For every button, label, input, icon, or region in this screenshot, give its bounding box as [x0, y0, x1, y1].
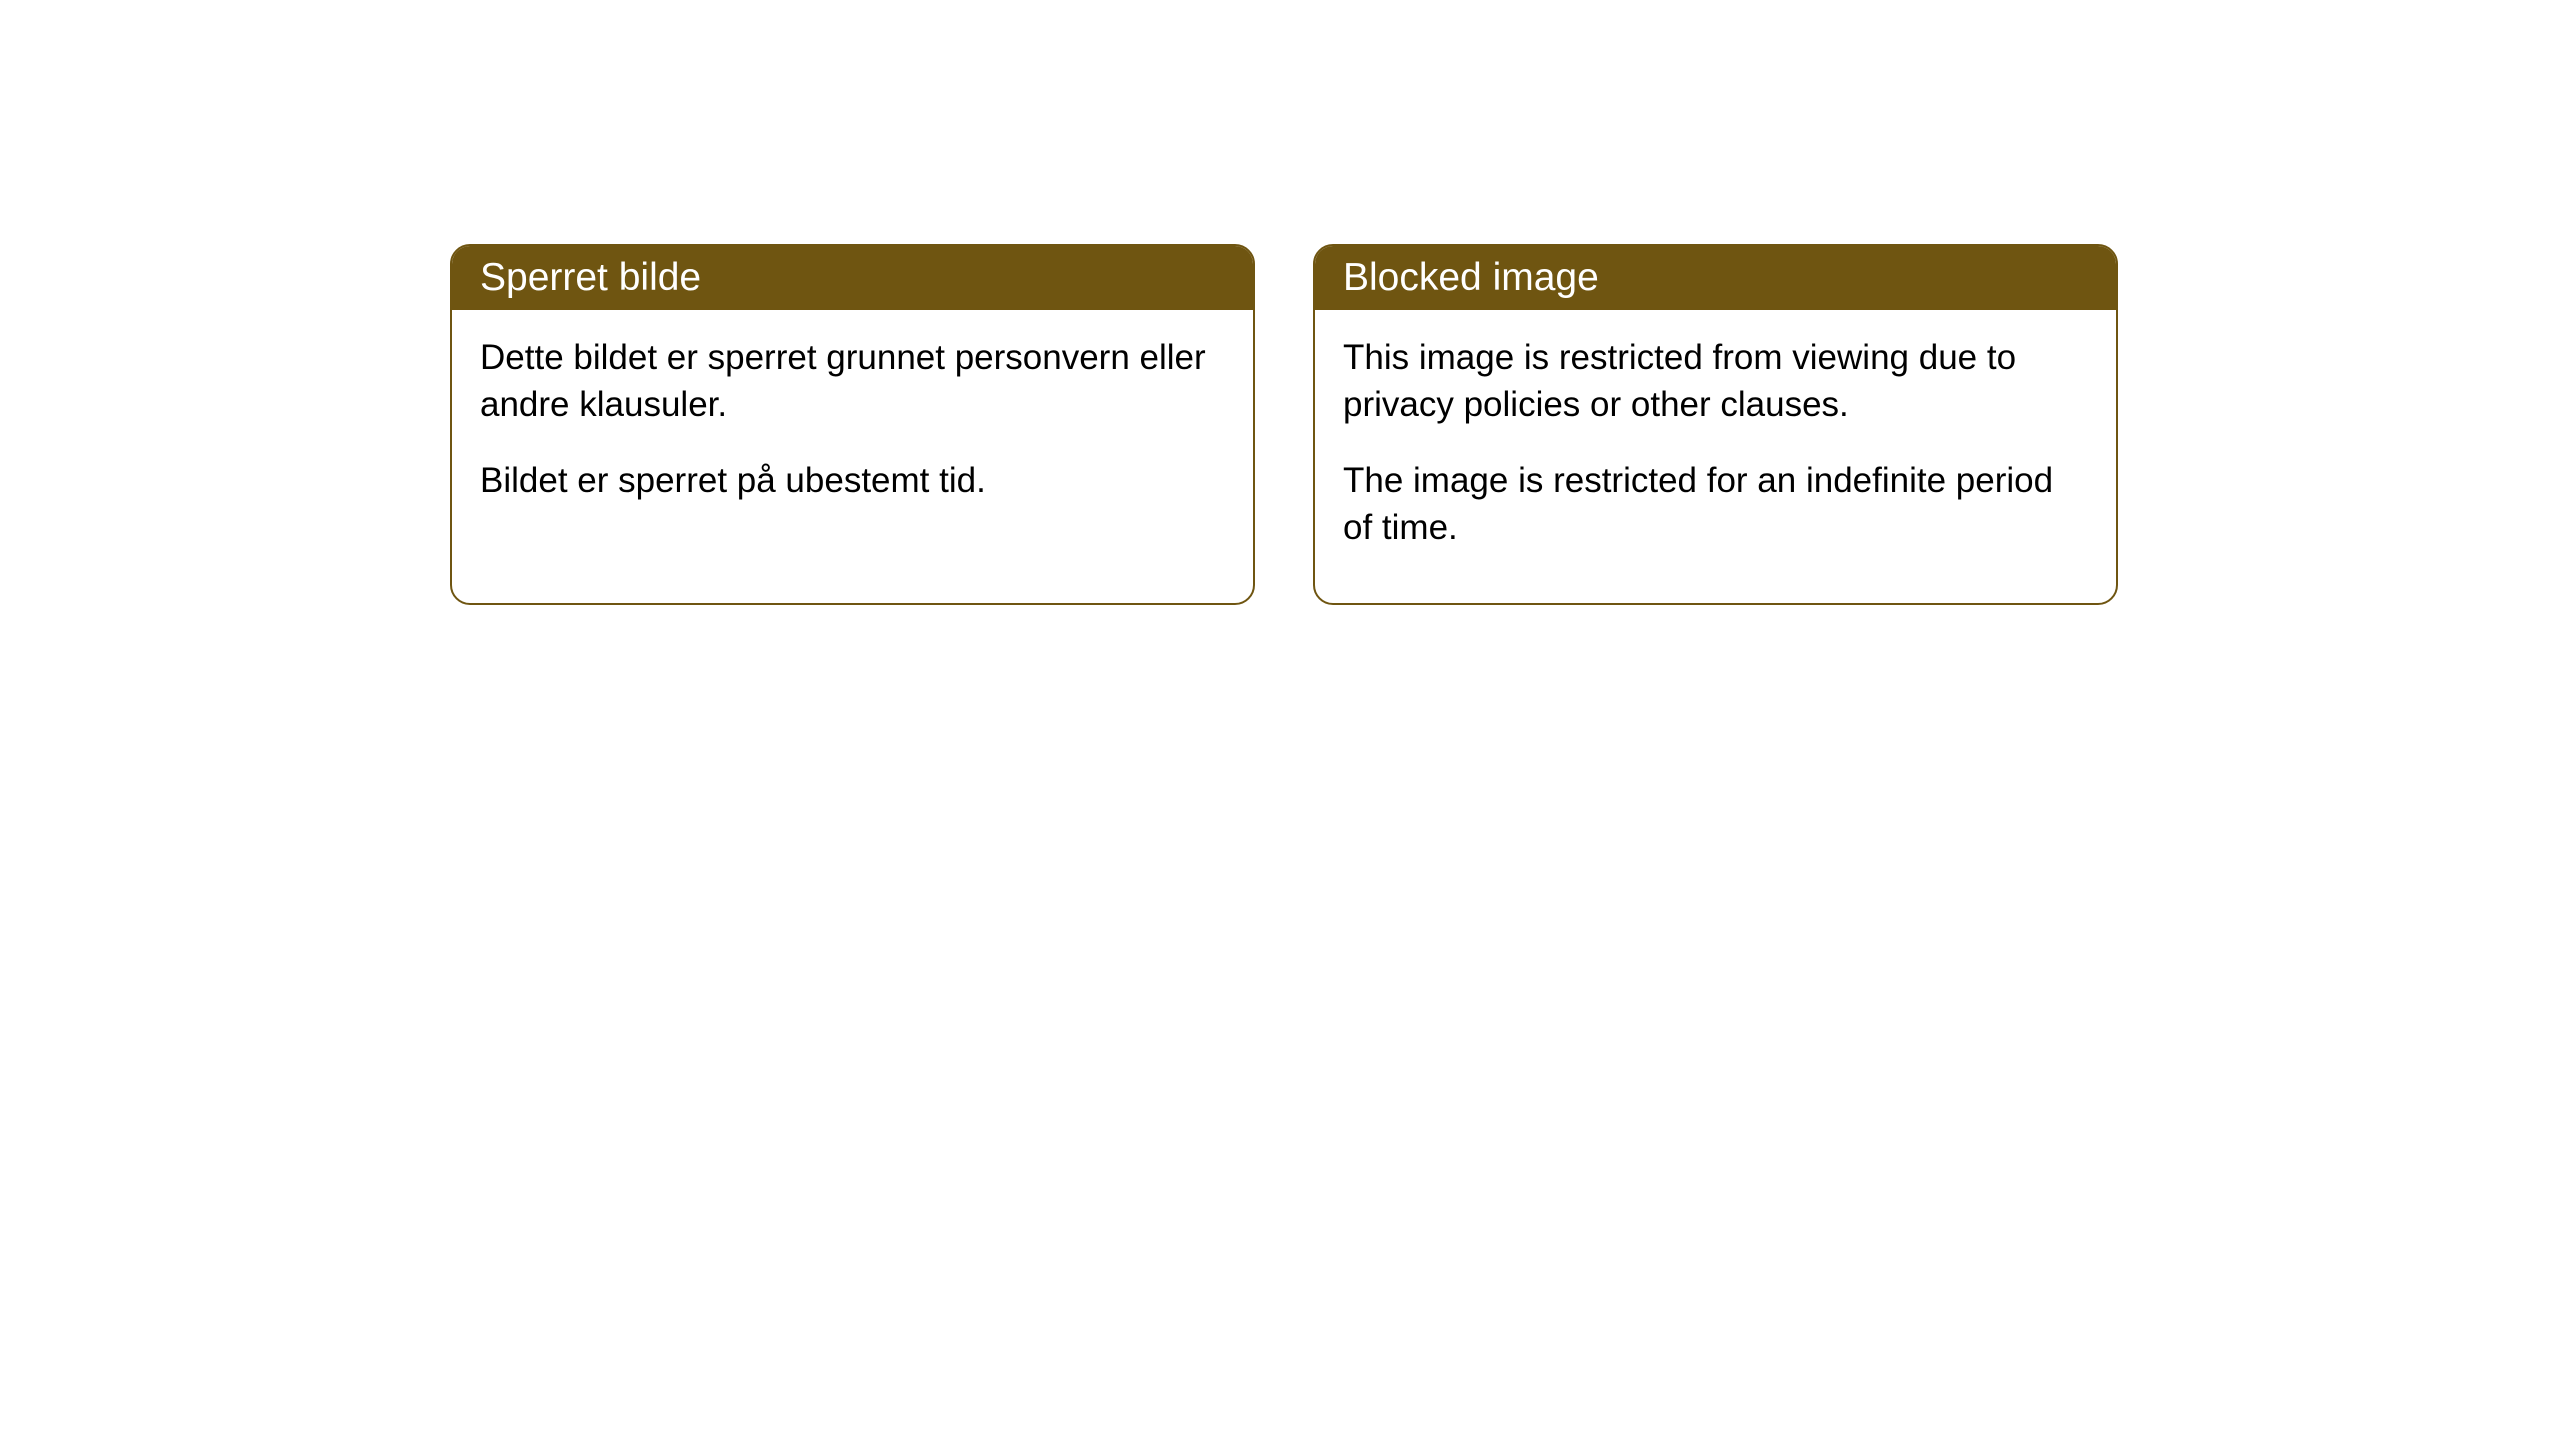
- card-header-english: Blocked image: [1315, 246, 2116, 310]
- cards-container: Sperret bilde Dette bildet er sperret gr…: [450, 244, 2118, 605]
- card-body-norwegian: Dette bildet er sperret grunnet personve…: [452, 310, 1253, 556]
- card-paragraph-2-english: The image is restricted for an indefinit…: [1343, 457, 2088, 552]
- card-paragraph-1-english: This image is restricted from viewing du…: [1343, 334, 2088, 429]
- card-body-english: This image is restricted from viewing du…: [1315, 310, 2116, 603]
- blocked-image-card-english: Blocked image This image is restricted f…: [1313, 244, 2118, 605]
- card-header-norwegian: Sperret bilde: [452, 246, 1253, 310]
- card-title-norwegian: Sperret bilde: [480, 256, 701, 299]
- card-paragraph-1-norwegian: Dette bildet er sperret grunnet personve…: [480, 334, 1225, 429]
- card-paragraph-2-norwegian: Bildet er sperret på ubestemt tid.: [480, 457, 1225, 504]
- blocked-image-card-norwegian: Sperret bilde Dette bildet er sperret gr…: [450, 244, 1255, 605]
- card-title-english: Blocked image: [1343, 256, 1599, 299]
